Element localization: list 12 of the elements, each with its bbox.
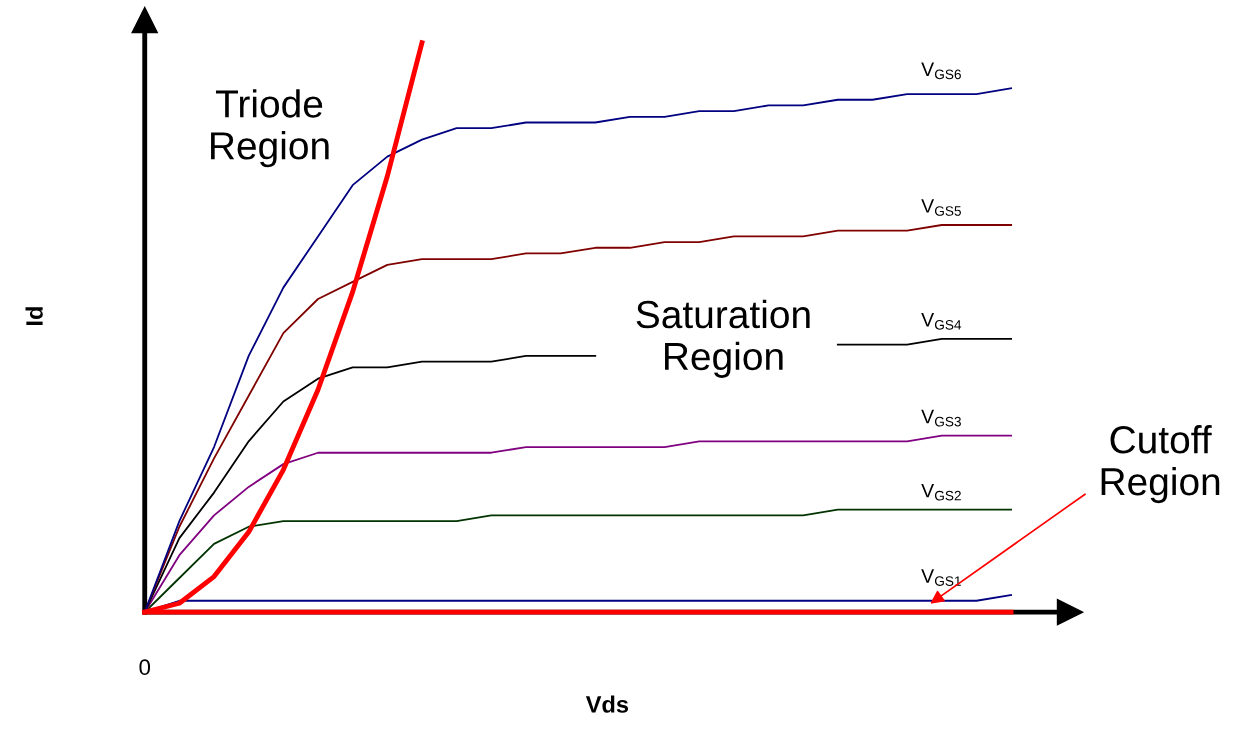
text: 0 (139, 659, 151, 676)
series-label: V$_{GS6}$ (921, 62, 961, 80)
series-label: V$_{GS2}$ (921, 483, 961, 501)
annotation: Saturation Region (636, 299, 810, 378)
y-axis-title: Id (25, 307, 43, 325)
x-axis-title: Vds (585, 695, 629, 713)
series-label: V$_{GS4}$ (921, 313, 962, 330)
series-label: V$_{GS5}$ (921, 199, 961, 216)
annotation: Triode Region (211, 89, 329, 168)
text: Cutoff Region (1101, 425, 1220, 504)
series-label: V$_{GS1}$ (921, 569, 961, 586)
series-label: V$_{GS3}$ (921, 409, 961, 427)
